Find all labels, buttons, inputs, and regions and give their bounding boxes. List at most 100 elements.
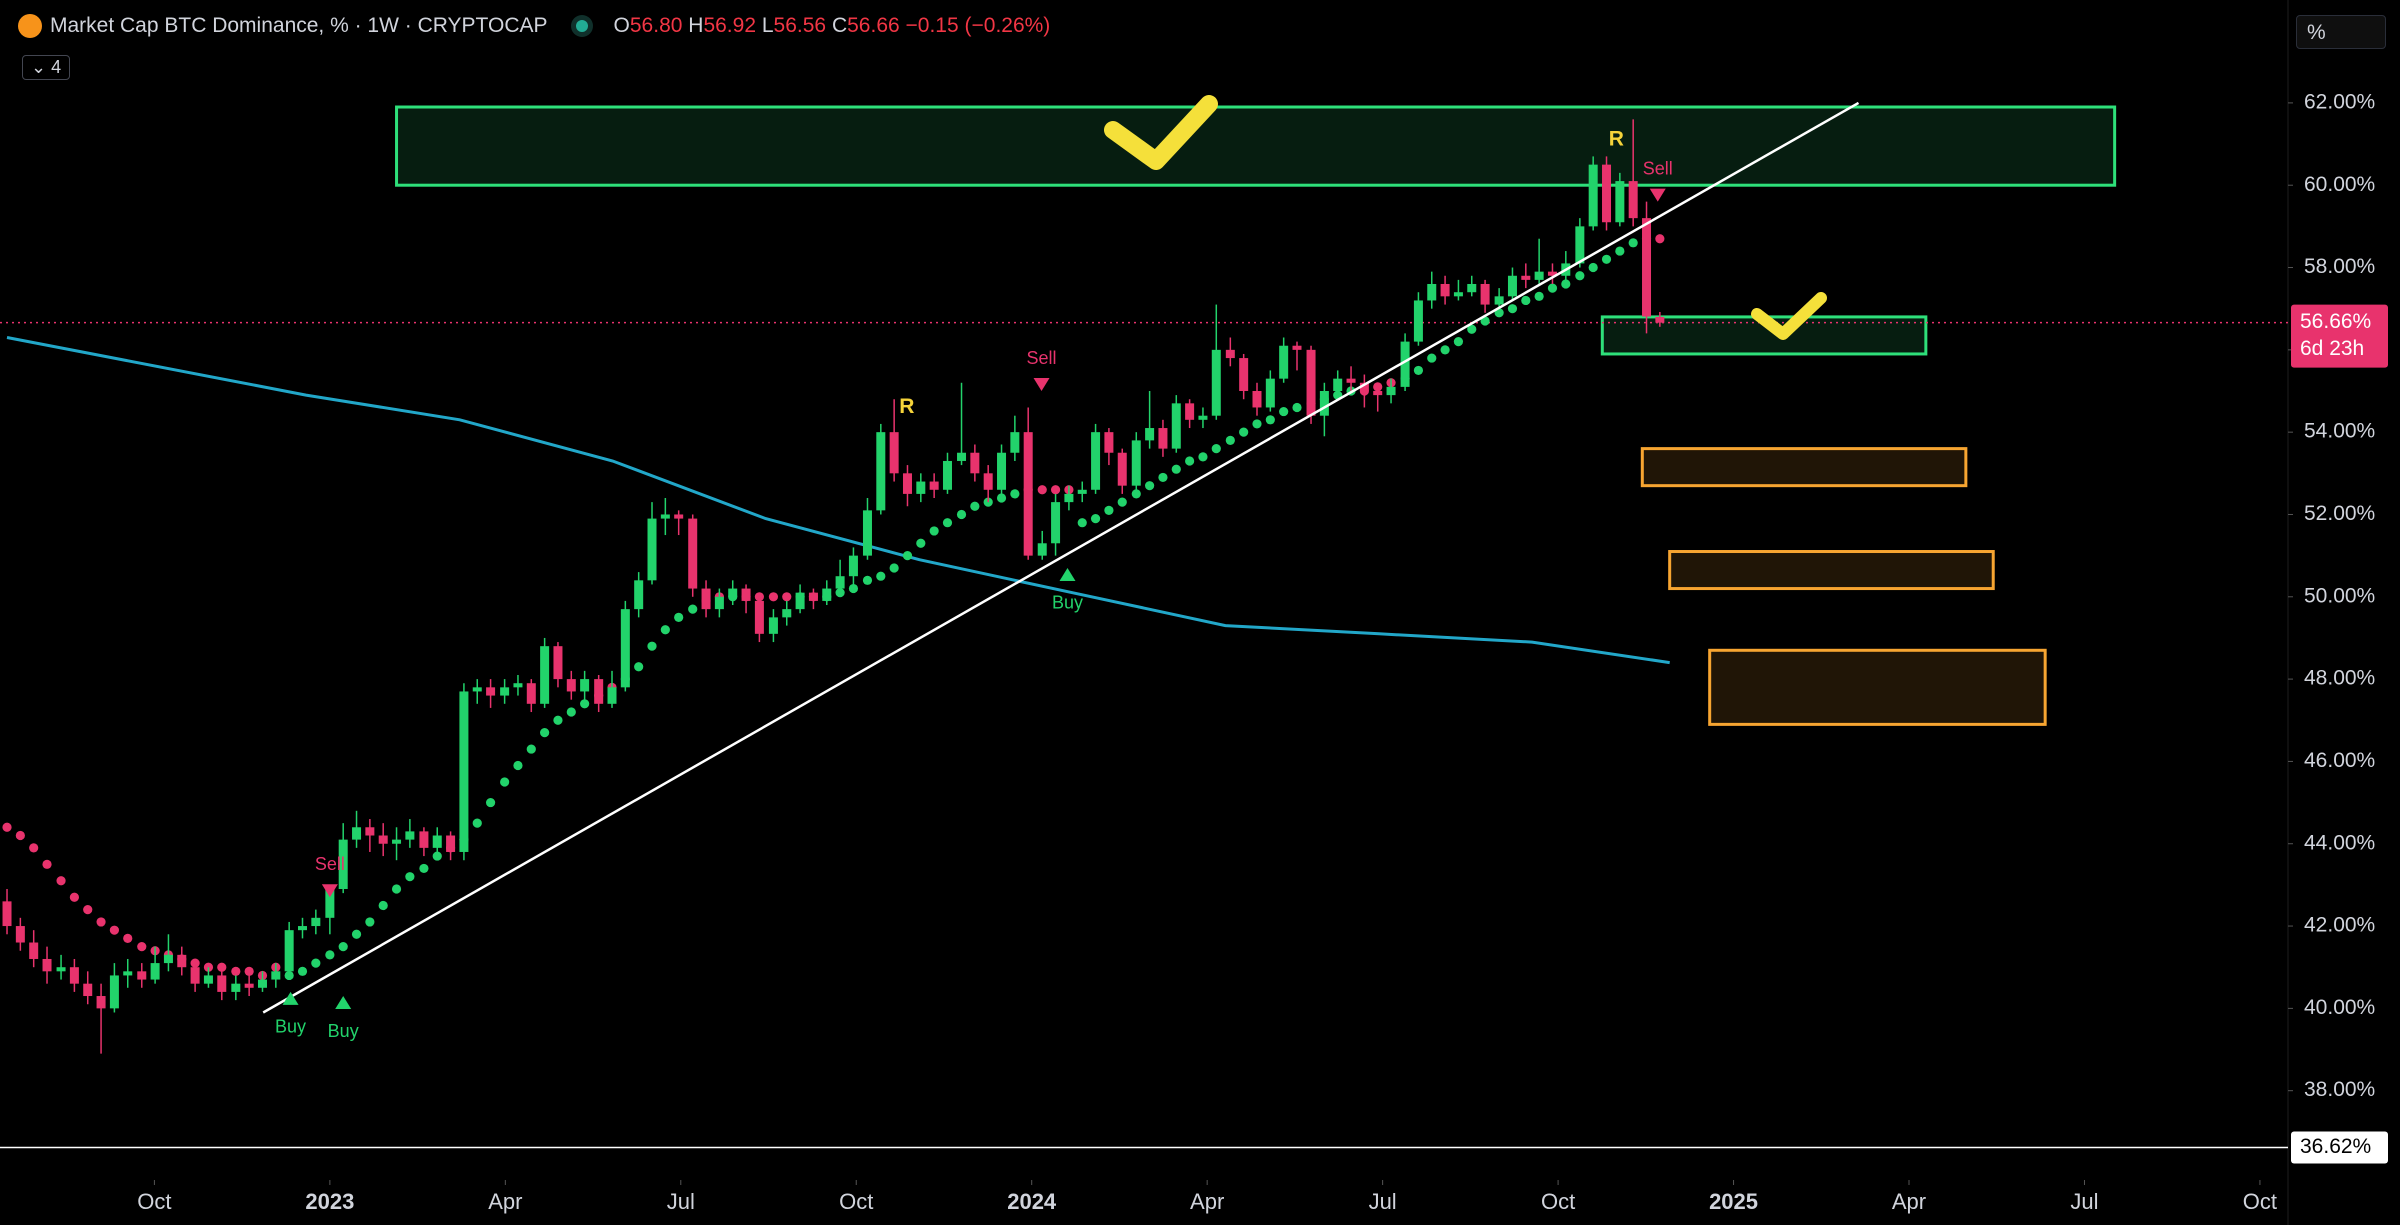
trend-dot [1440,345,1450,355]
trend-dot [1534,291,1544,301]
y-tick-label: 42.00% [2304,914,2375,937]
last-price-label: 56.66% [2300,310,2371,333]
check-mark [1104,95,1218,170]
candle-body [701,588,711,610]
trend-dot [69,892,79,902]
candle-body [1575,226,1585,264]
label: H [688,14,704,37]
trend-dot [566,707,576,717]
candle-body [1185,403,1195,420]
trend-dot [1628,238,1638,248]
candle-body [782,609,792,618]
trend-dot [109,925,119,935]
candle-body [1615,181,1625,223]
candle-body [2,901,12,927]
candle-body [580,679,590,692]
scale-button[interactable]: % [2296,15,2386,49]
trend-dot [1480,316,1490,326]
candle-body [1547,271,1557,276]
candle-body [1413,300,1423,342]
trend-dot [1575,271,1585,281]
candle-body [1642,218,1652,317]
candle-body [728,588,738,597]
candle-body [338,839,348,890]
candle-body [500,687,510,696]
trend-dot [1117,497,1127,507]
x-tick-label: Jul [1369,1189,1397,1214]
signal-arrow [335,996,352,1010]
ohlc: O56.80 H56.92 L56.56 C56.66 −0.15 (−0.26… [614,14,1051,38]
candle-body [1211,349,1221,416]
signal-label: Buy [328,1021,359,1041]
candle-body [1117,452,1127,486]
value: 56.56 [773,14,827,37]
trend-dot [1427,353,1437,363]
trend-dot [1239,427,1249,437]
candle-body [714,596,724,610]
candle-body [109,975,119,1009]
trend-dot [297,966,308,976]
trend-dot [1225,435,1235,445]
check-mark [1751,292,1827,340]
y-tick-label: 62.00% [2304,90,2375,113]
candle-body [1386,386,1396,396]
signal-label: Buy [275,1017,306,1037]
trend-dot [942,518,953,528]
candle-body [594,679,604,704]
candle-body [1306,349,1316,416]
trend-dot [2,822,12,832]
price-line-box [2291,1131,2388,1164]
signal-arrow [1059,567,1076,581]
x-tick-label: Oct [2243,1189,2277,1214]
candle-body [365,827,375,836]
candle-body [1131,440,1141,486]
trend-dot [848,583,859,594]
candle-body [378,835,388,844]
candle-body [325,889,335,918]
candle-body [808,592,818,601]
x-tick-label: Jul [667,1189,695,1214]
label: C [831,14,848,37]
signal-label: R [1609,127,1624,150]
candle-body [688,518,698,589]
label: L [761,14,774,37]
indicators-toggle[interactable]: ⌄ 4 [22,55,71,80]
trend-dot [217,962,227,972]
candle-body [513,683,523,688]
candle-body [472,687,482,692]
trend-dot [1185,456,1195,466]
signal-arrow [1033,378,1050,391]
candle-body [1400,341,1410,387]
signal-label: R [899,395,914,418]
trend-dot [889,563,899,573]
trend-dot [29,843,39,853]
trend-dot [782,592,792,602]
legend-header: Market Cap BTC Dominance, % · 1W · CRYPT… [18,14,1050,38]
candle-body [997,452,1007,490]
candle-body [1373,391,1383,396]
candle-body [660,514,670,519]
candle-body [607,687,617,704]
trend-dot [768,592,779,602]
candle-body [929,481,939,490]
trend-dot [1655,234,1665,244]
trend-dot [284,970,294,981]
trend-dot [647,641,657,651]
candle-body [15,926,25,943]
y-tick-label: 40.00% [2304,996,2375,1019]
candle-body [835,576,845,589]
y-tick-label: 54.00% [2304,420,2375,443]
candle-body [1104,432,1114,453]
candle-body [647,518,657,581]
candle-body [983,473,993,490]
trend-dot [1615,246,1625,256]
trend-dot [1413,365,1424,376]
candle-body [1051,502,1061,544]
trend-dot [902,551,913,561]
trend-dot [56,876,66,886]
trend-dot [1588,262,1598,273]
trend-dot [1521,295,1531,306]
